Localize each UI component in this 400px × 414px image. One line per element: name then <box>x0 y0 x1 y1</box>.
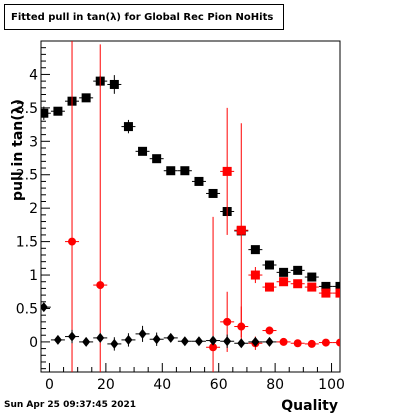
x-tick-label: 40 <box>153 377 171 393</box>
data-point-circle <box>68 237 77 246</box>
data-point-circle <box>265 326 274 335</box>
data-point-diamond <box>68 331 77 342</box>
data-point-square <box>293 265 303 275</box>
data-point-square <box>250 245 260 255</box>
data-point-square <box>208 188 218 198</box>
plot-frame <box>40 40 341 373</box>
data-point-square <box>321 288 331 298</box>
x-tick-label: 80 <box>266 377 284 393</box>
y-tick-label: 2.5 <box>16 168 38 184</box>
data-point-square <box>123 122 133 132</box>
x-tick-label: 60 <box>210 377 228 393</box>
data-point-square <box>293 279 303 289</box>
data-point-square <box>222 166 232 176</box>
data-point-circle <box>279 337 288 346</box>
data-point-square <box>279 277 289 287</box>
data-point-diamond <box>237 338 246 349</box>
title-box: Fitted pull in tan(λ) for Global Rec Pio… <box>4 4 284 30</box>
data-point-square <box>335 288 340 298</box>
chart-title: Fitted pull in tan(λ) for Global Rec Pio… <box>11 12 274 23</box>
data-point-square <box>180 166 190 176</box>
data-point-square <box>335 281 340 291</box>
y-tick-label: 0.5 <box>16 301 38 317</box>
timestamp: Sun Apr 25 09:37:45 2021 <box>4 400 137 410</box>
data-point-square <box>264 260 274 270</box>
data-point-square <box>109 79 119 89</box>
data-point-diamond <box>82 336 91 347</box>
data-point-square <box>250 270 260 280</box>
y-tick-label: 3.5 <box>16 101 38 117</box>
data-point-square <box>194 176 204 186</box>
y-tick-label: 4 <box>29 67 38 83</box>
data-point-square <box>138 146 148 156</box>
data-point-diamond <box>223 336 232 347</box>
data-point-diamond <box>194 336 203 347</box>
data-point-diamond <box>138 328 147 339</box>
data-point-square <box>279 267 289 277</box>
data-point-diamond <box>251 336 260 347</box>
data-point-circle <box>336 338 340 347</box>
data-point-diamond <box>152 334 161 345</box>
data-marks <box>41 41 340 372</box>
data-point-square <box>166 166 176 176</box>
data-point-square <box>41 108 49 118</box>
y-tick-label: 1.5 <box>16 235 38 251</box>
y-axis-label: pull in tan(λ) <box>10 99 26 201</box>
data-points <box>41 41 340 372</box>
data-point-circle <box>96 281 105 290</box>
y-tick-label: 0 <box>29 335 38 351</box>
data-point-square <box>236 225 246 235</box>
data-point-diamond <box>124 334 133 345</box>
x-axis-label: Quality <box>281 398 338 414</box>
data-point-circle <box>237 322 246 331</box>
data-point-circle <box>307 339 316 348</box>
data-point-square <box>264 282 274 292</box>
y-tick-label: 2 <box>29 201 38 217</box>
data-point-circle <box>209 343 218 352</box>
data-point-square <box>152 154 162 164</box>
data-point-square <box>307 282 317 292</box>
data-point-square <box>321 281 331 291</box>
axes: 00.511.522.533.540 20 40 60 80 100 <box>16 40 345 393</box>
data-point-diamond <box>53 334 62 345</box>
data-point-square <box>53 106 63 116</box>
x-tick-label: 100 <box>318 377 345 393</box>
data-point-square <box>81 93 91 103</box>
data-point-square <box>307 272 317 282</box>
data-point-diamond <box>110 338 119 349</box>
y-tick-label: 1 <box>29 268 38 284</box>
data-point-circle <box>321 338 330 347</box>
y-tick-label: 3 <box>29 134 38 150</box>
x-tick-label: 0 <box>45 377 54 393</box>
data-point-diamond <box>41 302 48 313</box>
data-point-circle <box>293 339 302 348</box>
data-point-diamond <box>166 332 175 343</box>
data-point-diamond <box>180 336 189 347</box>
data-point-diamond <box>96 332 105 343</box>
data-point-diamond <box>265 336 274 347</box>
data-point-circle <box>223 317 232 326</box>
data-point-diamond <box>209 335 218 346</box>
x-tick-label: 20 <box>97 377 115 393</box>
